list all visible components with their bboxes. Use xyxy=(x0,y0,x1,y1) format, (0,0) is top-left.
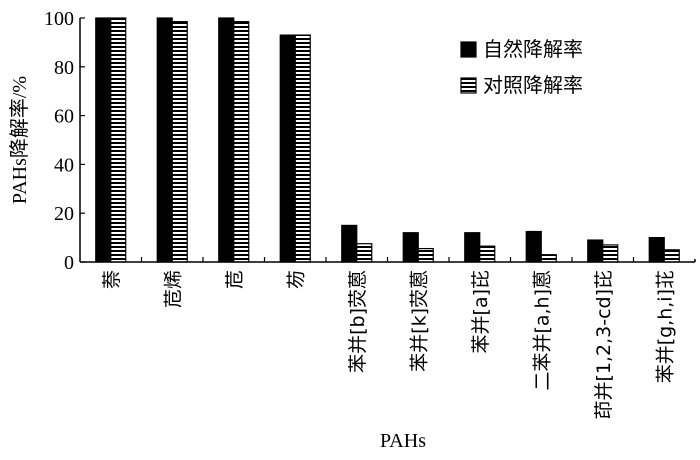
category-label-5: 苯并[k]荧蒽 xyxy=(408,270,430,372)
bar-natural-5 xyxy=(402,232,419,263)
y-tick-label-100: 100 xyxy=(44,8,74,30)
bar-natural-9 xyxy=(648,237,665,263)
bar-natural-6 xyxy=(464,232,481,263)
legend-swatch-0 xyxy=(460,41,477,58)
bar-control-1 xyxy=(171,21,188,263)
bar-control-6 xyxy=(479,245,496,263)
category-label-9: 苯并[g,h,i]苝 xyxy=(654,270,676,383)
bar-natural-7 xyxy=(525,230,542,263)
bar-control-2 xyxy=(233,21,250,263)
category-label-7: 二苯并[a,h]蒽 xyxy=(531,270,553,391)
bar-natural-8 xyxy=(587,239,604,263)
bar-control-9 xyxy=(663,249,680,263)
bar-natural-1 xyxy=(156,17,173,263)
legend-label-1: 对照降解率 xyxy=(483,73,583,97)
bar-control-8 xyxy=(602,244,619,263)
bar-control-5 xyxy=(417,247,434,263)
bar-natural-0 xyxy=(95,17,112,263)
bar-control-4 xyxy=(356,243,373,263)
y-tick-label-80: 80 xyxy=(54,57,74,79)
bar-control-0 xyxy=(110,17,127,263)
bar-control-3 xyxy=(294,34,311,263)
axes-group xyxy=(79,17,696,263)
category-label-8: 茚并[1,2,3-cd]芘 xyxy=(593,270,615,420)
bar-natural-2 xyxy=(218,17,235,263)
category-label-6: 苯并[a]芘 xyxy=(470,270,492,353)
category-label-4: 苯并[b]荧蒽 xyxy=(347,270,369,373)
y-tick-labels: 0 20 40 60 80 100 xyxy=(44,8,74,274)
category-label-0: 萘 xyxy=(101,270,123,289)
y-tick-label-40: 40 xyxy=(54,154,74,176)
legend-label-0: 自然降解率 xyxy=(483,37,583,61)
x-axis-title: PAHs xyxy=(380,430,426,452)
category-label-2: 苊 xyxy=(224,270,246,289)
category-label-1: 苊烯 xyxy=(162,270,184,308)
y-tick-label-20: 20 xyxy=(54,203,74,225)
y-tick-label-60: 60 xyxy=(54,106,74,128)
bar-control-7 xyxy=(540,254,557,263)
bar-natural-3 xyxy=(279,34,296,263)
y-axis-title: PAHs降解率/% xyxy=(8,76,31,204)
y-tick-label-0: 0 xyxy=(64,252,74,274)
bars-group xyxy=(95,17,680,263)
category-labels: 萘 苊烯 苊 芴 苯并[b]荧蒽 苯并[k]荧蒽 苯并[a]芘 二苯并[a,h]蒽 茚并[1,2… xyxy=(101,270,677,420)
bar-natural-4 xyxy=(341,224,358,263)
legend-swatch-1 xyxy=(460,77,477,94)
category-label-3: 芴 xyxy=(285,270,307,289)
